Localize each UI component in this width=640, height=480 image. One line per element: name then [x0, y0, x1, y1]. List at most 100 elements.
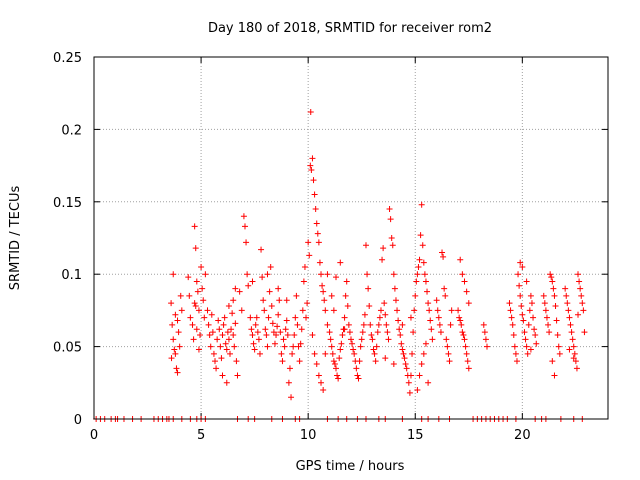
data-point	[278, 350, 285, 357]
data-point	[320, 288, 327, 295]
x-tick-label: 5	[197, 428, 205, 443]
data-point	[530, 314, 537, 321]
data-point	[382, 355, 389, 362]
data-point	[569, 336, 576, 343]
data-point	[247, 314, 254, 321]
data-point	[262, 326, 269, 333]
data-point	[579, 300, 586, 307]
data-point	[206, 332, 213, 339]
data-point	[290, 343, 297, 350]
data-point	[481, 329, 488, 336]
data-point	[193, 326, 200, 333]
data-point	[284, 332, 291, 339]
data-point	[291, 332, 298, 339]
data-point	[448, 307, 455, 314]
data-point	[264, 271, 271, 278]
data-point	[410, 329, 417, 336]
data-point	[299, 307, 306, 314]
data-point	[191, 223, 198, 230]
data-point	[267, 263, 274, 270]
data-point	[219, 372, 226, 379]
data-point	[213, 365, 220, 372]
data-point	[447, 321, 454, 328]
data-point	[576, 278, 583, 285]
data-point	[327, 336, 334, 343]
data-point	[421, 271, 428, 278]
data-point	[277, 329, 284, 336]
data-point	[197, 332, 204, 339]
data-point	[333, 365, 340, 372]
data-point	[204, 307, 211, 314]
data-point	[230, 297, 237, 304]
data-point	[464, 358, 471, 365]
data-point	[248, 326, 255, 333]
data-point	[360, 321, 367, 328]
data-point	[365, 285, 372, 292]
data-point	[351, 350, 358, 357]
data-point	[333, 274, 340, 281]
data-point	[399, 346, 406, 353]
data-point	[313, 360, 320, 367]
data-point	[440, 253, 447, 260]
data-point	[375, 321, 382, 328]
data-point	[380, 245, 387, 252]
axis-ticks: 0 5 10 15 20 0 0.05 0.1 0.15 0.2 0.25	[53, 51, 608, 443]
data-point	[298, 326, 305, 333]
data-point	[300, 278, 307, 285]
data-point	[307, 109, 314, 116]
data-point	[218, 355, 225, 362]
data-point	[264, 343, 271, 350]
data-point	[406, 389, 413, 396]
data-point	[315, 372, 322, 379]
chart-title: Day 180 of 2018, SRMTID for receiver rom…	[208, 21, 492, 36]
data-point	[553, 317, 560, 324]
data-point	[232, 285, 239, 292]
data-point	[279, 358, 286, 365]
data-point	[288, 394, 295, 401]
data-point	[424, 288, 431, 295]
data-point	[533, 340, 540, 347]
data-point	[187, 314, 194, 321]
data-point	[355, 375, 362, 382]
data-point	[395, 317, 402, 324]
data-point	[283, 297, 290, 304]
data-point	[260, 297, 267, 304]
data-point	[384, 329, 391, 336]
data-point	[311, 191, 318, 198]
data-point	[259, 274, 266, 281]
data-point	[371, 350, 378, 357]
data-point	[575, 311, 582, 318]
data-point	[580, 307, 587, 314]
data-point	[186, 292, 193, 299]
data-point	[309, 155, 316, 162]
data-point	[283, 317, 290, 324]
data-point	[575, 271, 582, 278]
data-point	[510, 332, 517, 339]
data-point	[330, 358, 337, 365]
data-point	[198, 263, 205, 270]
data-point	[314, 230, 321, 237]
data-point	[441, 285, 448, 292]
data-point	[456, 314, 463, 321]
data-point	[170, 271, 177, 278]
data-point	[418, 201, 425, 208]
data-point	[366, 303, 373, 310]
data-point	[563, 292, 570, 299]
data-point	[229, 310, 236, 317]
data-point	[419, 242, 426, 249]
data-point	[434, 307, 441, 314]
data-point	[178, 307, 185, 314]
data-point	[170, 336, 177, 343]
data-point	[368, 332, 375, 339]
data-point	[254, 329, 261, 336]
data-point	[316, 259, 323, 266]
data-point	[521, 329, 528, 336]
data-point	[269, 320, 276, 327]
data-point	[551, 292, 558, 299]
data-point	[390, 271, 397, 278]
data-point	[341, 314, 348, 321]
data-point	[326, 329, 333, 336]
data-point	[550, 285, 557, 292]
data-point	[335, 375, 342, 382]
data-point	[238, 307, 245, 314]
